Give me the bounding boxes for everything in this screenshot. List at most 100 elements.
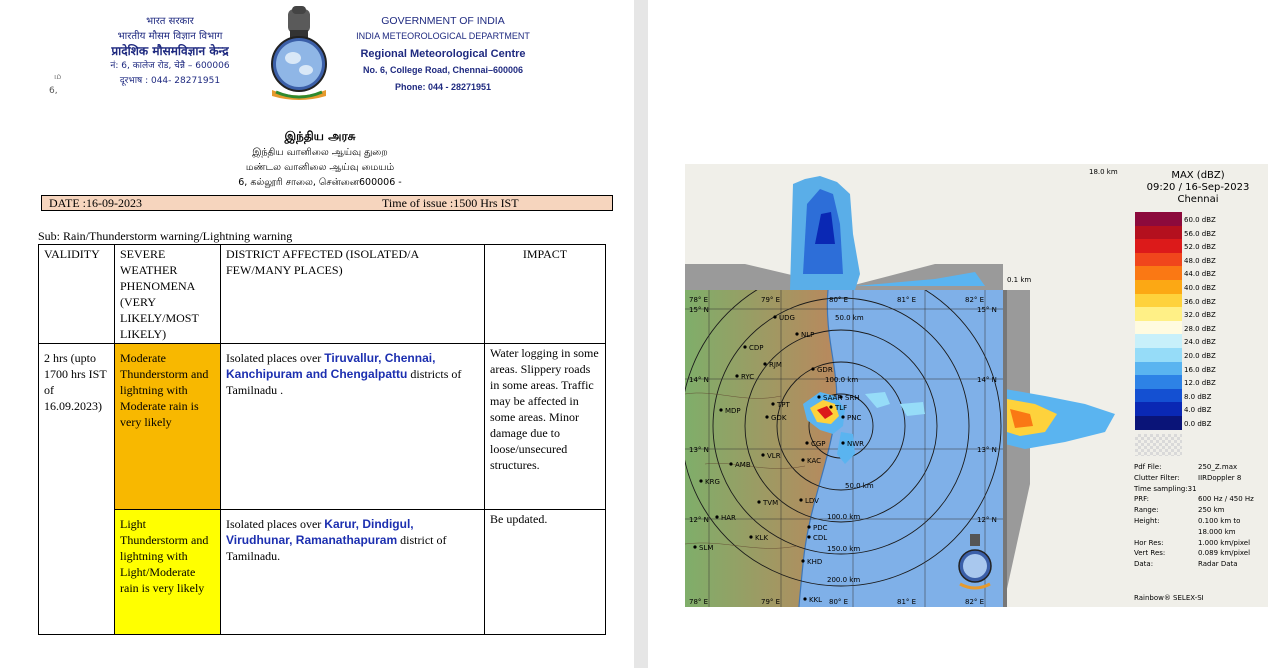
scale-swatch bbox=[1135, 375, 1182, 389]
scale-label: 32.0 dBZ bbox=[1184, 311, 1216, 320]
header-hindi-line2: भारतीय मौसम विज्ञान विभाग bbox=[117, 31, 223, 42]
imd-logo-icon bbox=[958, 534, 992, 590]
info-value: 250_Z.max bbox=[1198, 463, 1238, 471]
range-label: 50.0 km bbox=[845, 482, 874, 490]
place-dot bbox=[807, 535, 811, 539]
header-english-line2: INDIA METEOROLOGICAL DEPARTMENT bbox=[356, 31, 530, 41]
header-hindi: भारत सरकार भारतीय मौसम विज्ञान विभाग प्र… bbox=[60, 14, 280, 89]
longitude-label: 78° E bbox=[689, 296, 708, 304]
info-row: Vert Res: 0.089 km/pixel bbox=[1134, 548, 1266, 559]
scale-swatch bbox=[1135, 402, 1182, 416]
place-label: SAAR bbox=[823, 394, 842, 402]
info-key: Height: bbox=[1134, 516, 1160, 525]
info-key: Pdf File: bbox=[1134, 463, 1162, 471]
place-label: TLF bbox=[834, 404, 847, 412]
place-dot bbox=[841, 441, 845, 445]
row1-district-names: Tiruvallur, Chennai, Kanchipuram and Che… bbox=[226, 351, 436, 381]
place-label: KLK bbox=[755, 534, 768, 542]
latitude-label: 14° N bbox=[689, 376, 709, 384]
longitude-labels: 78° E 78° E 79° E 79° E 80° E 80° E 81° E 81° E… bbox=[689, 296, 984, 606]
height-mid-label: 0.1 km bbox=[1007, 276, 1032, 284]
radar-map bbox=[685, 290, 1003, 607]
no-data-swatch bbox=[1135, 434, 1182, 456]
latitude-label: 12° N bbox=[689, 516, 709, 524]
subject-line: Sub: Rain/Thunderstorm warning/Lightning… bbox=[38, 229, 293, 243]
scale-swatch bbox=[1135, 347, 1182, 362]
place-dot bbox=[795, 332, 799, 336]
info-row: Hor Res: 1.000 km/pixel bbox=[1134, 538, 1266, 549]
place-dot bbox=[757, 500, 761, 504]
info-row: Range: 250 km bbox=[1134, 505, 1266, 516]
radar-info-block: Pdf File: 250_Z.max Clutter Filter: IIRDopp… bbox=[1134, 462, 1266, 570]
header-hindi-line1: भारत सरकार bbox=[146, 16, 194, 27]
place-label: GDR bbox=[817, 366, 833, 374]
range-label: 50.0 km bbox=[835, 314, 864, 322]
place-dot bbox=[749, 535, 753, 539]
header-english-line5: Phone: 044 - 28271951 bbox=[394, 82, 492, 92]
legend-title: MAX (dBZ) bbox=[1171, 170, 1225, 181]
radar-image: 78° E 78° E 79° E 79° E 80° E 80° E 81° E 81° E… bbox=[685, 164, 1268, 607]
document-page-left: भारत सरकार भारतीय मौसम विज्ञान विभाग प्र… bbox=[0, 0, 634, 668]
longitude-label: 81° E bbox=[897, 296, 916, 304]
place-label: RJM bbox=[769, 361, 782, 369]
place-label: LDV bbox=[805, 497, 819, 505]
place-label: KAC bbox=[807, 457, 821, 465]
info-row: 18.000 km bbox=[1134, 527, 1266, 538]
scale-label: 56.0 dBZ bbox=[1184, 229, 1216, 238]
ashoka-emblem-icon bbox=[271, 6, 327, 100]
place-dot bbox=[771, 402, 775, 406]
info-value: 1.000 km/pixel bbox=[1198, 538, 1251, 547]
row2-district-suffix: district of Tamilnadu. bbox=[226, 533, 447, 563]
scale-swatch bbox=[1135, 361, 1182, 376]
place-label: PDC bbox=[813, 524, 828, 532]
latitude-label: 12° N bbox=[977, 516, 997, 524]
place-dot bbox=[735, 374, 739, 378]
latitude-label: 13° N bbox=[689, 446, 709, 454]
info-key: Time sampling:31 bbox=[1134, 484, 1197, 493]
scale-swatch bbox=[1135, 307, 1182, 321]
longitude-label: 78° E bbox=[689, 598, 708, 606]
scale-label: 24.0 dBZ bbox=[1184, 338, 1216, 347]
info-row: Clutter Filter: IIRDoppler 8 bbox=[1134, 473, 1266, 484]
info-key: Range: bbox=[1134, 506, 1159, 515]
cross-section-top bbox=[685, 176, 1003, 290]
scale-label: 52.0 dBZ bbox=[1184, 243, 1216, 252]
place-dot bbox=[801, 458, 805, 462]
scale-label: 60.0 dBZ bbox=[1184, 216, 1216, 224]
info-key: Data: bbox=[1134, 560, 1154, 569]
place-dot bbox=[729, 462, 733, 466]
scale-label: 4.0 dBZ bbox=[1184, 406, 1212, 415]
place-dot bbox=[743, 345, 747, 349]
latitude-label: 14° N bbox=[977, 376, 997, 384]
place-dot bbox=[765, 415, 769, 419]
row1-impact: Water logging in some areas. Slippery ro… bbox=[484, 343, 606, 510]
place-label: CDP bbox=[749, 344, 764, 352]
place-dot bbox=[807, 525, 811, 529]
place-dot bbox=[719, 408, 723, 412]
issue-date: DATE :16-09-2023 bbox=[49, 196, 142, 210]
range-label: 100.0 km bbox=[827, 513, 860, 521]
scale-label: 44.0 dBZ bbox=[1184, 270, 1216, 279]
scale-swatch bbox=[1135, 239, 1182, 253]
scale-label: 8.0 dBZ bbox=[1184, 392, 1212, 401]
header-english: GOVERNMENT OF INDIA INDIA METEOROLOGICAL… bbox=[348, 14, 538, 95]
info-row: Data: Radar Data bbox=[1134, 559, 1266, 570]
row2-impact: Be updated. bbox=[484, 509, 606, 635]
radar-brand: Rainbow® SELEX-SI bbox=[1134, 594, 1204, 602]
stray-mark-1: ம bbox=[54, 72, 62, 82]
scale-swatch bbox=[1135, 320, 1182, 335]
info-key: Clutter Filter: bbox=[1134, 473, 1180, 482]
table-row: Light Thunderstorm and lightning with Li… bbox=[39, 509, 606, 635]
info-value: Radar Data bbox=[1198, 560, 1238, 569]
stray-mark-2: 6, bbox=[49, 86, 58, 96]
place-dot bbox=[829, 405, 833, 409]
range-label: 100.0 km bbox=[825, 376, 858, 384]
info-key: Vert Res: bbox=[1134, 549, 1166, 558]
legend-location: Chennai bbox=[1177, 194, 1219, 205]
info-value: 0.089 km/pixel bbox=[1198, 549, 1251, 558]
scale-swatch bbox=[1135, 252, 1182, 267]
place-label: GDK bbox=[771, 414, 787, 422]
info-row: PRF: 600 Hz / 450 Hz bbox=[1134, 494, 1266, 505]
warning-table: VALIDITY SEVERE WEATHER PHENOMENA (VERY … bbox=[38, 244, 606, 635]
longitude-label: 79° E bbox=[761, 598, 780, 606]
